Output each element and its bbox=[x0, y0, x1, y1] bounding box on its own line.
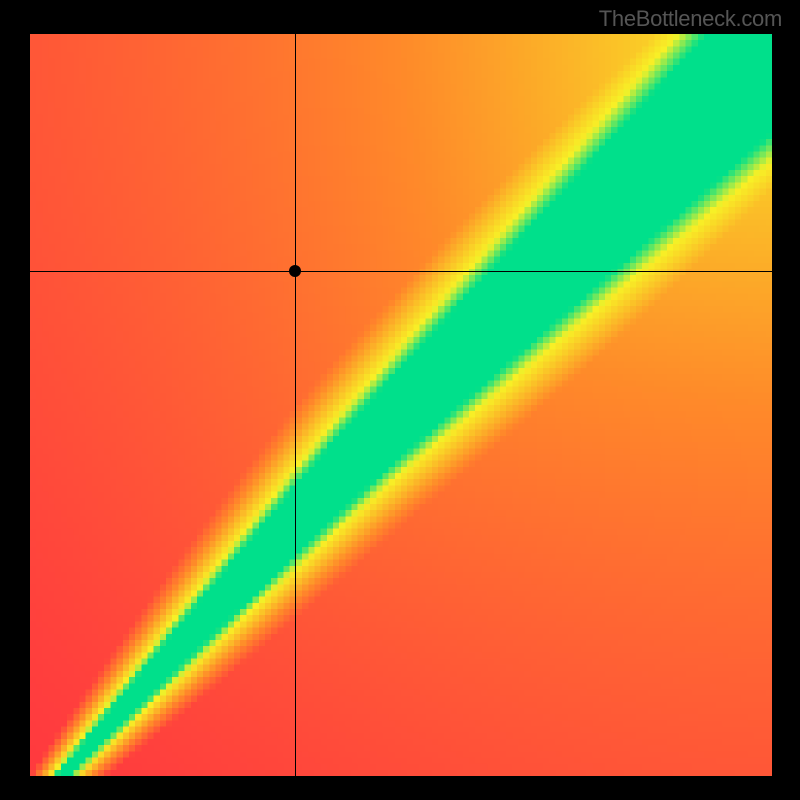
crosshair-vertical bbox=[295, 34, 296, 776]
crosshair-horizontal bbox=[30, 271, 772, 272]
heatmap-canvas bbox=[30, 34, 772, 776]
watermark-text: TheBottleneck.com bbox=[599, 6, 782, 32]
marker-dot bbox=[289, 265, 301, 277]
chart-container: TheBottleneck.com bbox=[0, 0, 800, 800]
plot-area bbox=[30, 34, 772, 776]
